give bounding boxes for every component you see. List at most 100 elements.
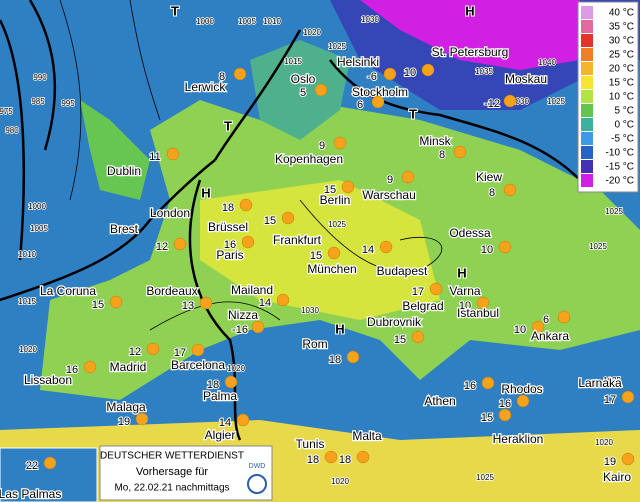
city-temp: -6 (367, 71, 377, 83)
city-name: Berlin (320, 193, 351, 207)
city-name: Kiew (476, 170, 502, 184)
legend-swatch (581, 132, 593, 145)
isobar-label: 995 (61, 99, 75, 108)
legend-label: 0 °C (614, 120, 634, 131)
city-temp: 16 (66, 364, 78, 376)
city-temp: 16 (464, 380, 476, 392)
footer-service: DEUTSCHER WETTERDIENST (100, 451, 244, 462)
isobar-label: 985 (31, 97, 45, 106)
isobar-label: 1020 (595, 438, 613, 447)
city-temp: 18 (207, 379, 219, 391)
weather-icon (233, 67, 247, 81)
city-name: Lerwick (185, 80, 227, 94)
weather-icon (503, 94, 517, 108)
isobar-label: 1010 (18, 250, 36, 259)
weather-icon (83, 360, 97, 374)
city-temp: 10 (459, 300, 471, 312)
city-temp: 10 (481, 244, 493, 256)
weather-icon (327, 246, 341, 260)
fronts (0, 0, 581, 441)
weather-icon (324, 450, 338, 464)
city-name: Ankara (531, 329, 569, 343)
pressure-center: T (171, 3, 179, 18)
legend-label: -20 °C (606, 176, 634, 187)
weather-icon (453, 145, 467, 159)
weather-icon (314, 83, 328, 97)
city-temp: 14 (362, 244, 374, 256)
city-name: Lissabon (24, 373, 72, 387)
city-temp: 18 (307, 454, 319, 466)
city-temp: 5 (300, 87, 306, 99)
city-name: Madrid (110, 360, 147, 374)
weather-icon (276, 293, 290, 307)
weather-icon (146, 342, 160, 356)
legend-label: -10 °C (606, 148, 634, 159)
weather-icon (43, 456, 57, 470)
isobar-label: 1000 (196, 17, 214, 26)
isobar-label: 1010 (263, 17, 281, 26)
legend-label: 40 °C (609, 8, 634, 19)
city-temp: 9 (319, 140, 325, 152)
city-temp: 15 (324, 184, 336, 196)
city-name: Minsk (419, 134, 451, 148)
isobar-label: 1025 (603, 376, 621, 385)
isobar-label: 1020 (303, 28, 321, 37)
weather-icon (621, 390, 635, 404)
isobar-label: 1020 (331, 477, 349, 486)
city-name: Moskau (505, 72, 547, 86)
city-temp: 22 (26, 460, 38, 472)
city-name: Las Palmas (0, 487, 61, 501)
city-name: Algier (205, 428, 236, 442)
weather-icon (241, 235, 255, 249)
city-name: Malta (352, 429, 382, 443)
city-temp: 10 (404, 67, 416, 79)
footer-box (99, 445, 273, 501)
city-temp: 11 (149, 151, 160, 163)
weather-icon (166, 147, 180, 161)
legend-swatch (581, 160, 593, 173)
isobar-label: 1025 (547, 97, 565, 106)
pressure-center: H (201, 185, 210, 200)
legend-label: 5 °C (614, 106, 634, 117)
weather-icon (191, 343, 205, 357)
city-temp: 16 (499, 398, 511, 410)
weather-icon (429, 282, 443, 296)
city-temp: 9 (387, 174, 393, 186)
city-name: Barcelona (171, 358, 225, 372)
scandinavia (250, 40, 350, 140)
isobar-label: 990 (33, 73, 47, 82)
legend-swatch (581, 104, 593, 117)
city-name: Athen (424, 394, 455, 408)
city-name: Budapest (377, 264, 428, 278)
isobar-label: 1030 (361, 15, 379, 24)
city-name: Malaga (106, 400, 146, 414)
city-name: Brest (110, 222, 139, 236)
legend-swatch (581, 76, 593, 89)
city-name: Bordeaux (146, 284, 197, 298)
weather-icon (498, 408, 512, 422)
city-temp: 10 (514, 324, 526, 336)
weather-icon (411, 330, 425, 344)
city-temp: 15 (264, 215, 276, 227)
isobar-label: 1030 (511, 97, 529, 106)
weather-icon (503, 183, 517, 197)
city-temp: 14 (219, 417, 231, 429)
city-temp: 19 (118, 416, 130, 428)
legend-label: -5 °C (611, 134, 634, 145)
weather-icon (621, 452, 635, 466)
city-name: La Coruna (40, 284, 96, 298)
city-temp: 18 (339, 454, 351, 466)
city-name: Oslo (291, 72, 316, 86)
city-name: Nizza (228, 308, 258, 322)
legend-swatch (581, 146, 593, 159)
city-name: Warschau (362, 188, 416, 202)
city-temp: 18 (222, 202, 234, 214)
weather-icon (401, 170, 415, 184)
isobar-label: 1020 (227, 364, 245, 373)
city-name: Mailand (231, 283, 273, 297)
city-temp: -16 (232, 324, 248, 336)
legend-label: 30 °C (609, 36, 634, 47)
city-temp: 6 (357, 99, 363, 111)
isobar-label: 1025 (328, 220, 346, 229)
